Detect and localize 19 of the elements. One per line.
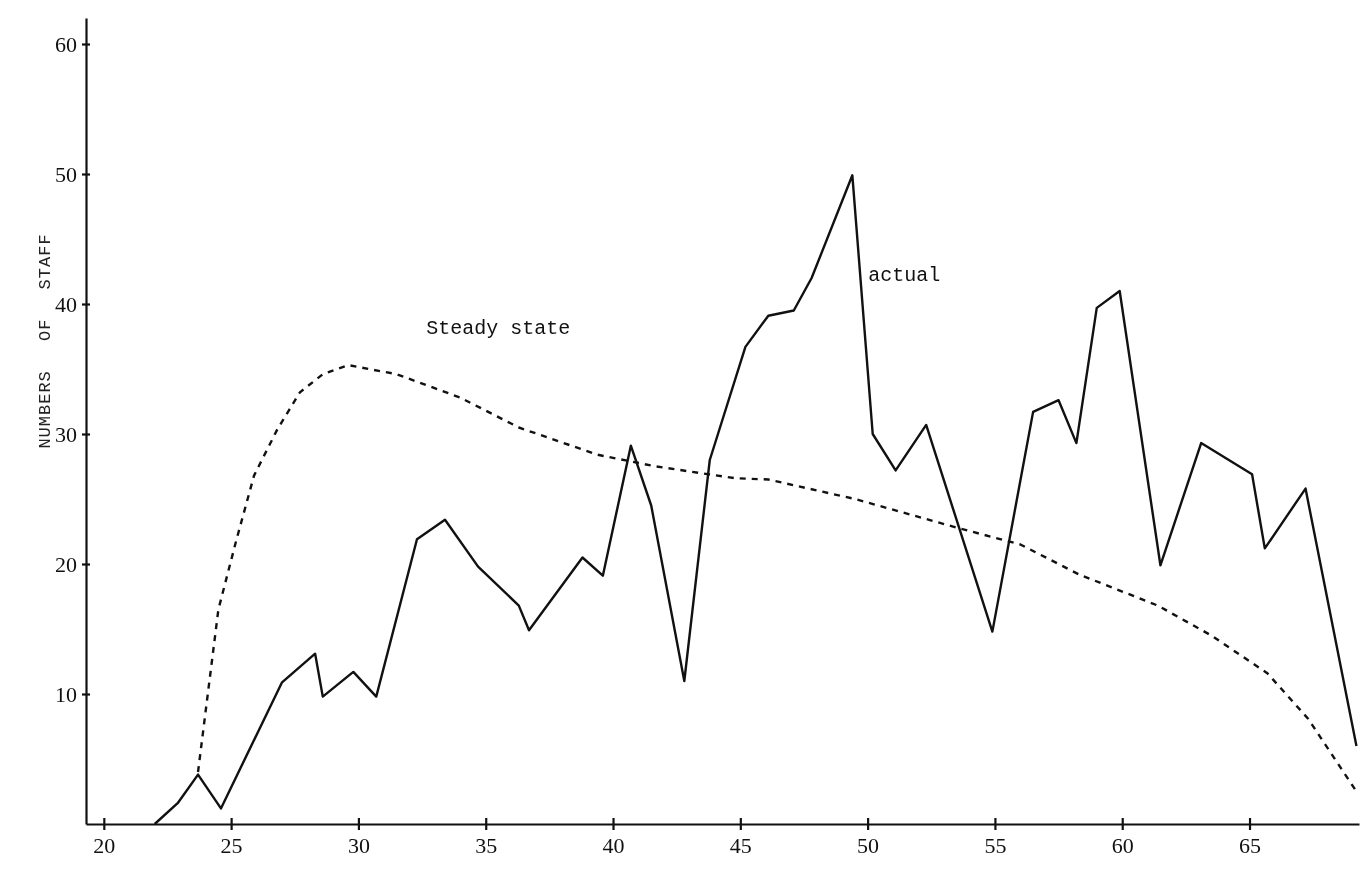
y-tick-label: 20 bbox=[55, 551, 77, 577]
x-tick-label: 60 bbox=[1111, 832, 1134, 858]
x-tick-label: 35 bbox=[475, 832, 498, 858]
series-label: actual bbox=[868, 263, 941, 287]
y-tick-label: 40 bbox=[55, 291, 77, 317]
x-tick-label: 45 bbox=[729, 832, 752, 858]
y-tick-label: 50 bbox=[55, 161, 77, 187]
x-tick-label: 40 bbox=[602, 832, 625, 858]
text: Steady state bbox=[426, 317, 571, 341]
x-tick-label: 20 bbox=[93, 832, 116, 858]
x-tick-label: 25 bbox=[220, 832, 243, 858]
y-tick-label: 30 bbox=[55, 421, 77, 447]
y-tick-label: 10 bbox=[55, 681, 77, 707]
x-tick-label: 65 bbox=[1239, 832, 1262, 858]
x-tick-label: 50 bbox=[857, 832, 880, 858]
x-tick-label: 30 bbox=[347, 832, 370, 858]
y-axis-title: NUMBERS OF STAFF bbox=[36, 233, 55, 449]
x-tick-label: 55 bbox=[984, 832, 1007, 858]
y-tick-label: 60 bbox=[55, 31, 77, 57]
